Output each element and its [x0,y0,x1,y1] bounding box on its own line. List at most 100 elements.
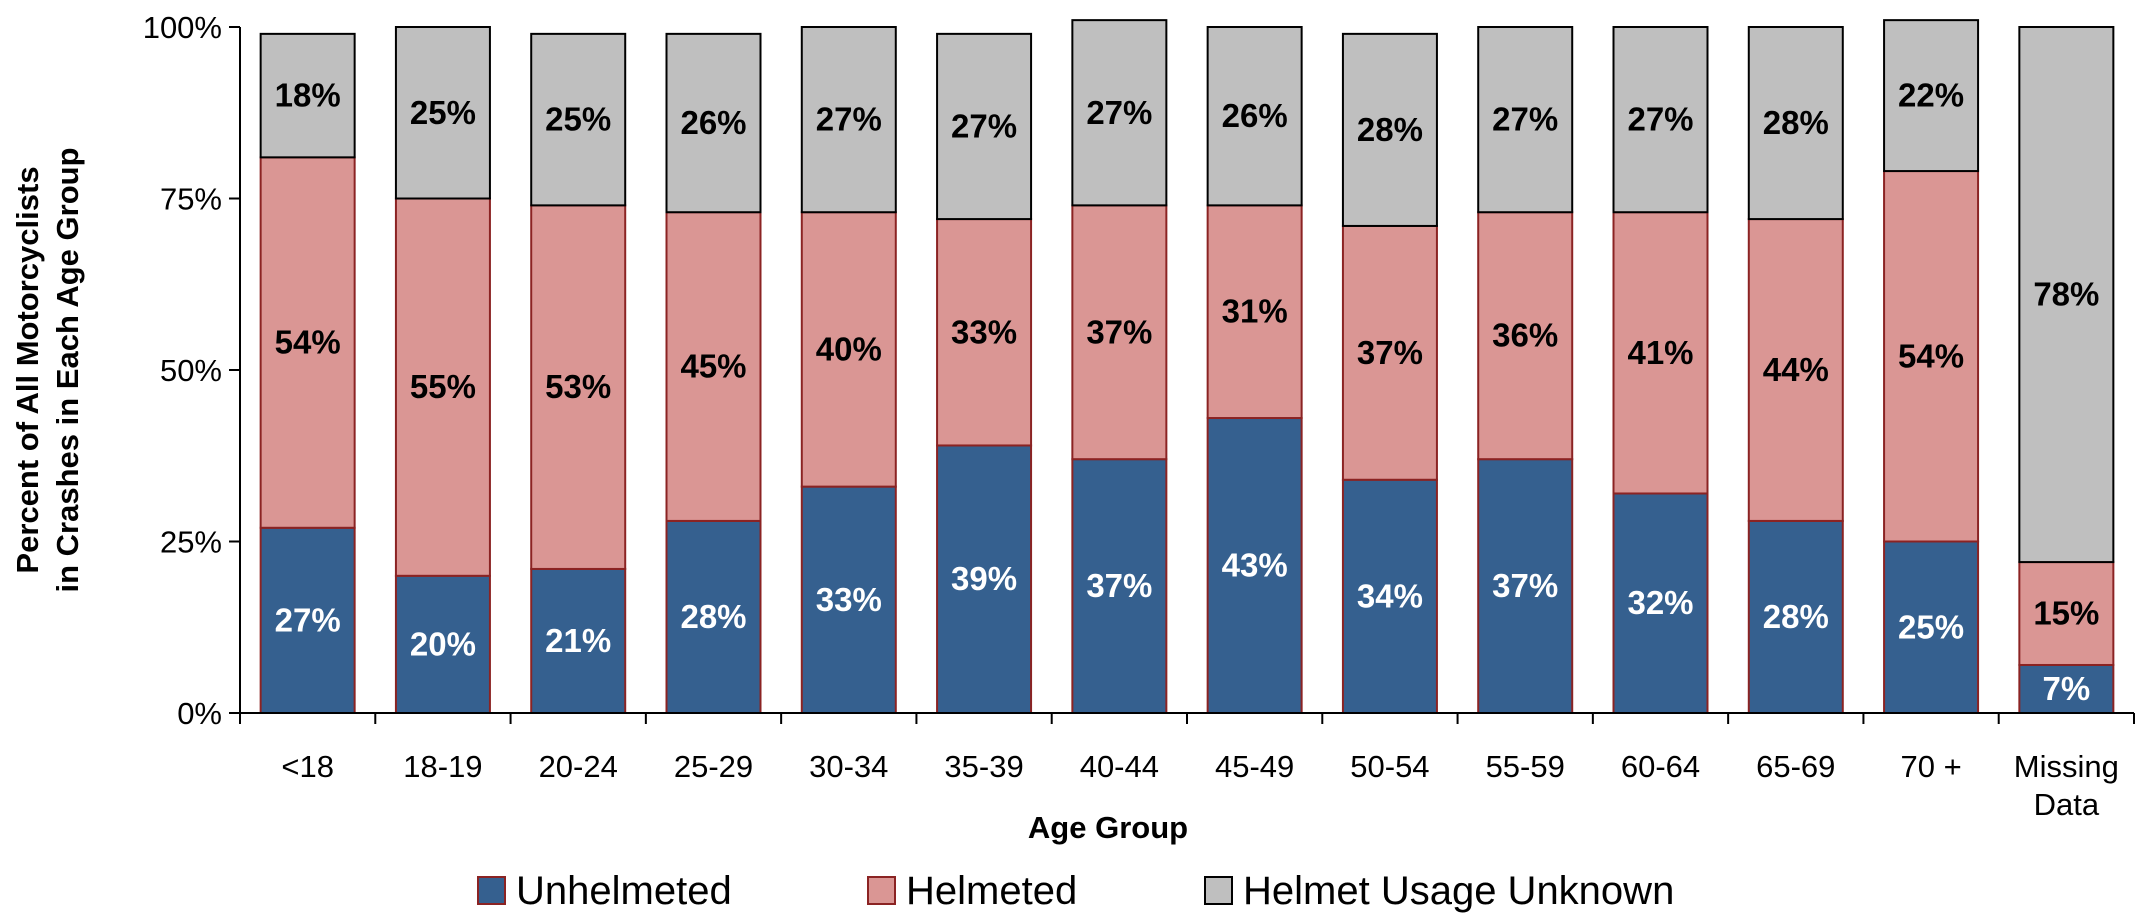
segment-data-label: 55% [410,368,476,405]
bar-segment-helmet-usage-unknown [1206,26,1303,207]
y-axis-title-line: in Crashes in Each Age Group [50,147,85,592]
x-tick-label: 40-44 [1080,749,1159,784]
segment-data-label: 27% [1086,94,1152,131]
segment-data-label: 26% [1222,97,1288,134]
segment-data-label: 7% [2043,670,2091,707]
x-tick-label: 70 + [1900,749,1961,784]
x-tick-label: Missing Data [2014,749,2119,822]
legend-swatch [477,876,506,905]
bar-segment-helmet-usage-unknown [394,26,491,200]
x-tick-label: <18 [281,749,334,784]
x-tick-label: 35-39 [944,749,1023,784]
legend-label: Helmeted [906,869,1077,913]
bar-segment-helmeted [2018,561,2115,666]
x-tick-label: 20-24 [539,749,618,784]
segment-data-label: 27% [1627,101,1693,138]
segment-data-label: 39% [951,560,1017,597]
segment-data-label: 27% [951,107,1017,144]
y-tick-label: 100% [143,10,222,45]
segment-data-label: 22% [1898,77,1964,114]
x-tick-label: 25-29 [674,749,753,784]
segment-data-label: 44% [1763,351,1829,388]
bar-segment-unhelmeted [259,526,356,715]
legend-swatch [1204,876,1233,905]
bar-segment-helmet-usage-unknown [1071,19,1168,207]
segment-data-label: 53% [545,368,611,405]
segment-data-label: 33% [951,313,1017,350]
segment-data-label: 54% [1898,337,1964,374]
segment-data-label: 25% [1898,608,1964,645]
bar-segment-helmeted [259,156,356,529]
legend-label: Unhelmeted [516,869,732,913]
x-tick-label: 60-64 [1621,749,1700,784]
x-tick-label: 45-49 [1215,749,1294,784]
bar-segment-helmeted [665,211,762,522]
y-tick-label: 0% [177,696,222,731]
segment-data-label: 37% [1492,567,1558,604]
bar-segment-unhelmeted [394,574,491,714]
segment-data-label: 40% [816,330,882,367]
segment-data-label: 21% [545,622,611,659]
bar-segment-helmeted [1747,218,1844,522]
segment-data-label: 25% [410,94,476,131]
x-tick-label: 50-54 [1350,749,1429,784]
segment-data-label: 54% [275,324,341,361]
segment-data-label: 27% [1492,101,1558,138]
x-tick-label: 65-69 [1756,749,1835,784]
y-tick-label: 75% [160,182,222,217]
segment-data-label: 25% [545,101,611,138]
bar-segment-helmet-usage-unknown [1883,19,1980,173]
bar-segment-helmeted [1341,224,1438,481]
legend-label: Helmet Usage Unknown [1243,869,1674,913]
segment-data-label: 31% [1222,293,1288,330]
segment-data-label: 34% [1357,577,1423,614]
bar-segment-helmet-usage-unknown [1477,26,1574,214]
y-axis-title: Percent of All Motorcyclists in Crashes i… [10,147,85,592]
segment-data-label: 28% [680,598,746,635]
segment-data-label: 33% [816,581,882,618]
bar-segment-helmeted [530,204,627,570]
bar-segment-helmeted [394,197,491,577]
y-tick-label: 25% [160,525,222,560]
legend: Unhelmeted Helmeted Helmet Usage Unknown [477,869,1674,913]
segment-data-label: 28% [1357,111,1423,148]
segment-labels-layer: 27% 54% 18% 20% 55% 25% 21% 53% 25% 28% 45% 26% 33% 4… [275,77,2100,707]
segment-data-label: 18% [275,77,341,114]
segment-data-label: 37% [1086,313,1152,350]
segment-data-label: 27% [275,601,341,638]
x-axis-title: Age Group [1028,810,1188,845]
bar-segment-helmeted [1477,211,1574,461]
bar-segment-unhelmeted [665,519,762,714]
segment-data-label: 36% [1492,317,1558,354]
segment-data-label: 28% [1763,104,1829,141]
bar-segment-helmet-usage-unknown [2018,26,2115,564]
bar-segment-helmet-usage-unknown [936,32,1033,221]
axes-layer: 0% 25% 50% 75% 100% <18 18-19 20-24 25-29 30-34 35… [143,10,2135,822]
bar-segment-helmet-usage-unknown [530,32,627,207]
bar-segment-helmet-usage-unknown [800,26,897,214]
segment-data-label: 15% [2033,595,2099,632]
y-tick-label: 50% [160,353,222,388]
segment-data-label: 26% [680,104,746,141]
bar-segment-unhelmeted [1071,458,1168,714]
segment-data-label: 28% [1763,598,1829,635]
segment-data-label: 43% [1222,547,1288,584]
legend-swatch [867,876,896,905]
segment-data-label: 27% [816,101,882,138]
bar-segment-unhelmeted [1477,458,1574,714]
bar-segment-helmet-usage-unknown [1341,32,1438,227]
bar-segment-helmet-usage-unknown [1747,26,1844,221]
bar-segment-helmet-usage-unknown [665,32,762,214]
x-tick-label: 55-59 [1486,749,1565,784]
segment-data-label: 37% [1357,334,1423,371]
bar-segment-helmeted [1883,170,1980,543]
x-tick-label: 18-19 [403,749,482,784]
bar-segment-helmet-usage-unknown [1612,26,1709,214]
bar-segment-unhelmeted [1341,478,1438,715]
bar-segment-helmeted [1206,204,1303,420]
segment-data-label: 78% [2033,276,2099,313]
bar-segment-helmeted [1612,211,1709,495]
segment-data-label: 32% [1627,584,1693,621]
segment-data-label: 41% [1627,334,1693,371]
